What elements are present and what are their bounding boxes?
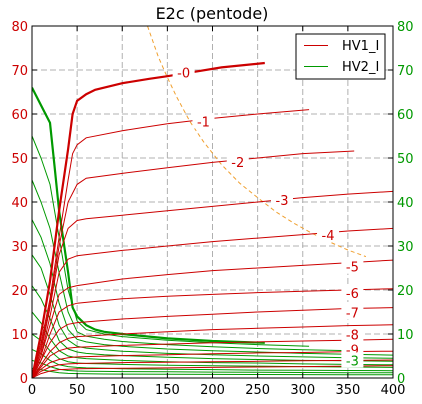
y-tick-label-right: 80 <box>397 20 414 35</box>
x-tick-label: 400 <box>381 383 406 398</box>
curve-label: -3 <box>346 354 359 369</box>
y-tick-label-left: 20 <box>11 284 28 299</box>
x-tick-label: 50 <box>69 383 86 398</box>
curve-label-background <box>192 113 215 129</box>
y-tick-label-right: 30 <box>397 240 414 255</box>
curve-label: -2 <box>231 156 244 171</box>
hv2-curve <box>32 311 393 366</box>
hv1-curve <box>32 365 393 378</box>
y-tick-label-right: 0 <box>397 372 405 387</box>
hv2-curve <box>32 359 393 374</box>
legend-box <box>295 33 386 80</box>
hv1-curve <box>32 190 393 378</box>
y-tick-label-left: 70 <box>11 64 28 79</box>
curve-label: -6 <box>346 287 359 302</box>
x-tick-label: 350 <box>335 383 360 398</box>
x-tick-label: 150 <box>155 383 180 398</box>
curve-label-background <box>341 352 364 368</box>
curve-label-background <box>341 326 364 342</box>
hv1-curve <box>32 307 393 378</box>
y-tick-label-right: 70 <box>397 64 414 79</box>
hv1-curve <box>32 324 393 378</box>
legend: HV1_I HV2_I <box>295 33 386 80</box>
plot-curves <box>32 26 393 378</box>
curve-label: -0 <box>177 67 190 82</box>
x-tick-label: 100 <box>110 383 135 398</box>
x-tick-label: 200 <box>200 383 225 398</box>
y-tick-label-right: 10 <box>397 328 414 343</box>
chart-title: E2c (pentode) <box>156 4 269 23</box>
y-tick-label-right: 40 <box>397 196 414 211</box>
hv1-curve <box>32 350 393 378</box>
y-tick-label-right: 60 <box>397 108 414 123</box>
legend-label-hv1: HV1_I <box>342 39 379 54</box>
hv1-curve <box>32 338 393 378</box>
curve-label-background <box>341 304 364 320</box>
y-tick-label-left: 80 <box>11 20 28 35</box>
hv2-curve <box>32 254 393 359</box>
y-tick-label-left: 60 <box>11 108 28 123</box>
curve-label: -1 <box>197 115 210 130</box>
curve-label: -3 <box>276 194 289 209</box>
hv1-curve <box>32 150 355 378</box>
curve-label: -5 <box>346 261 359 276</box>
hv2-curve <box>32 367 393 376</box>
y-tick-label-left: 0 <box>20 372 28 387</box>
y-tick-label-right: 20 <box>397 284 414 299</box>
hv2-curve <box>32 179 355 352</box>
curve-label-background <box>317 227 340 242</box>
curve-label: -4 <box>322 229 335 244</box>
hv2-curve <box>32 87 265 344</box>
hv1-curve <box>32 259 393 378</box>
hv1-curve <box>32 288 393 378</box>
curve-labels: -0-1-2-3-4-5-6-7-8-9-3 <box>172 64 364 369</box>
curve-label-background <box>341 285 364 301</box>
x-tick-label: 250 <box>245 383 270 398</box>
curve-label-background <box>226 153 249 169</box>
y-tick-label-left: 40 <box>11 196 28 211</box>
curve-label: -7 <box>346 306 359 321</box>
max-dissipation-curve <box>147 26 367 258</box>
y-tick-label-left: 10 <box>11 328 28 343</box>
curve-label-background <box>341 258 364 274</box>
y-tick-label-left: 30 <box>11 240 28 255</box>
hv1-curve <box>32 227 393 378</box>
curve-label: -8 <box>346 328 359 343</box>
curve-label-background <box>172 64 195 80</box>
x-tick-label: 0 <box>28 383 36 398</box>
y-tick-label-right: 50 <box>397 152 414 167</box>
y-tick-label-left: 50 <box>11 152 28 167</box>
x-tick-label: 300 <box>290 383 315 398</box>
legend-label-hv2: HV2_I <box>342 60 379 75</box>
curve-label-background <box>270 192 293 208</box>
hv1-curve <box>32 359 393 378</box>
